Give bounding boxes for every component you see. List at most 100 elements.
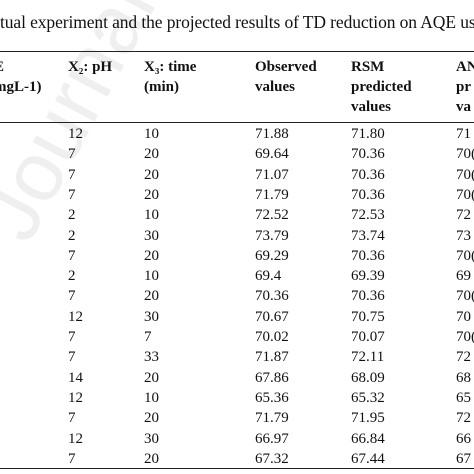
cell-ann: 70( <box>456 146 474 163</box>
cell-ph: 7 <box>68 329 76 345</box>
table-row: 7 20 71.07 70.36 70( <box>0 165 474 186</box>
cell-ann: 70( <box>456 329 474 345</box>
cell-ph: 7 <box>68 349 76 366</box>
header-observed: Observed values <box>255 57 317 97</box>
cell-ann: 65 <box>456 389 471 406</box>
cell-ann: 70( <box>456 247 474 264</box>
table-row: 7 20 71.79 70.36 70( <box>0 185 474 206</box>
cell-time: 20 <box>144 146 159 163</box>
table-row: 12 30 66.97 66.84 66 <box>0 429 474 450</box>
header-rsm-line3: values <box>351 99 392 115</box>
cell-observed: 67.86 <box>255 369 289 386</box>
cell-ph: 7 <box>68 247 76 264</box>
cell-rsm: 70.75 <box>351 308 385 325</box>
table-row: 2 30 73.79 73.74 73 <box>0 226 474 247</box>
header-time-line1: X₃: time <box>144 59 197 75</box>
cell-time: 30 <box>144 227 159 244</box>
table-row: 7 20 67.32 67.44 67 <box>0 449 474 470</box>
cell-rsm: 72.11 <box>351 349 385 366</box>
cell-observed: 71.79 <box>255 186 289 203</box>
cell-observed: 69.64 <box>255 146 289 163</box>
cell-time: 20 <box>144 166 159 183</box>
cell-ph: 7 <box>68 450 76 467</box>
table-row: 7 33 71.87 72.11 72 <box>0 347 474 368</box>
cell-ph: 2 <box>68 207 76 224</box>
header-time-line2: (min) <box>144 79 179 95</box>
cell-ann: 66 <box>456 430 471 447</box>
cell-ann: 73 <box>456 227 471 244</box>
cell-rsm: 70.36 <box>351 166 385 183</box>
cell-observed: 70.67 <box>255 308 289 325</box>
cell-observed: 73.79 <box>255 227 289 244</box>
cell-rsm: 70.36 <box>351 146 385 163</box>
cell-ph: 14 <box>68 369 83 386</box>
cell-observed: 70.02 <box>255 329 289 345</box>
cell-ph: 7 <box>68 166 76 183</box>
cell-ann: 72 <box>456 349 471 366</box>
cell-observed: 69.4 <box>255 268 282 285</box>
cell-rsm: 73.74 <box>351 227 385 244</box>
cell-ph: 7 <box>68 146 76 163</box>
cell-ph: 12 <box>68 308 83 325</box>
header-rsm: RSM predicted values <box>351 57 412 117</box>
table-row: 12 10 71.88 71.80 71 <box>0 124 474 145</box>
cell-ann: 71 <box>456 126 471 142</box>
cell-ann: 70( <box>456 186 474 203</box>
cell-time: 30 <box>144 430 159 447</box>
cell-time: 33 <box>144 349 159 366</box>
cell-ann: 70( <box>456 166 474 183</box>
table-row: 7 20 69.29 70.36 70( <box>0 246 474 267</box>
cell-observed: 66.97 <box>255 430 289 447</box>
cell-ph: 7 <box>68 288 76 305</box>
cell-observed: 71.87 <box>255 349 289 366</box>
table-row: 12 10 65.36 65.32 65 <box>0 388 474 409</box>
header-rsm-line1: RSM <box>351 59 385 75</box>
cell-rsm: 71.95 <box>351 410 385 427</box>
cell-observed: 67.32 <box>255 450 289 467</box>
cell-rsm: 68.09 <box>351 369 385 386</box>
table-row: 7 20 69.64 70.36 70( <box>0 144 474 165</box>
cell-observed: 72.52 <box>255 207 289 224</box>
cell-ph: 7 <box>68 410 76 427</box>
header-rsm-line2: predicted <box>351 79 412 95</box>
cell-time: 30 <box>144 308 159 325</box>
cell-rsm: 69.39 <box>351 268 385 285</box>
cell-rsm: 70.36 <box>351 288 385 305</box>
header-observed-line1: Observed <box>255 59 317 75</box>
cell-time: 10 <box>144 389 159 406</box>
cell-time: 20 <box>144 247 159 264</box>
cell-ann: 68 <box>456 369 471 386</box>
header-ann-line1: AN <box>456 59 474 75</box>
table-row: 7 20 71.79 71.95 72 <box>0 408 474 429</box>
bottom-rule <box>0 468 474 469</box>
cell-rsm: 71.80 <box>351 126 385 142</box>
table-row: 7 7 70.02 70.07 70( <box>0 327 474 348</box>
cell-observed: 71.07 <box>255 166 289 183</box>
cell-ph: 2 <box>68 268 76 285</box>
header-time: X₃: time (min) <box>144 57 196 97</box>
cell-ph: 7 <box>68 186 76 203</box>
cell-time: 20 <box>144 410 159 427</box>
table-row: 12 30 70.67 70.75 70 <box>0 307 474 328</box>
table-row: 2 10 72.52 72.53 72 <box>0 205 474 226</box>
cell-observed: 71.88 <box>255 126 289 142</box>
cell-rsm: 70.36 <box>351 186 385 203</box>
cell-rsm: 67.44 <box>351 450 385 467</box>
table-row: 14 20 67.86 68.09 68 <box>0 368 474 389</box>
header-x1-line1: E <box>0 57 42 77</box>
cell-time: 20 <box>144 288 159 305</box>
header-rule <box>0 122 474 123</box>
cell-time: 7 <box>144 329 152 345</box>
header-ann-line2: pr <box>456 79 471 95</box>
cell-rsm: 70.36 <box>351 247 385 264</box>
cell-ph: 12 <box>68 389 83 406</box>
header-ph-line1: X₂: pH <box>68 59 113 75</box>
cell-time: 20 <box>144 369 159 386</box>
cell-observed: 70.36 <box>255 288 289 305</box>
header-ph: X₂: pH <box>68 57 112 77</box>
header-ann-line3: va <box>456 99 471 115</box>
cell-ann: 70( <box>456 288 474 305</box>
header-ann: AN pr va <box>456 57 474 117</box>
cell-ann: 72 <box>456 410 471 427</box>
table-row: 2 10 69.4 69.39 69 <box>0 266 474 287</box>
